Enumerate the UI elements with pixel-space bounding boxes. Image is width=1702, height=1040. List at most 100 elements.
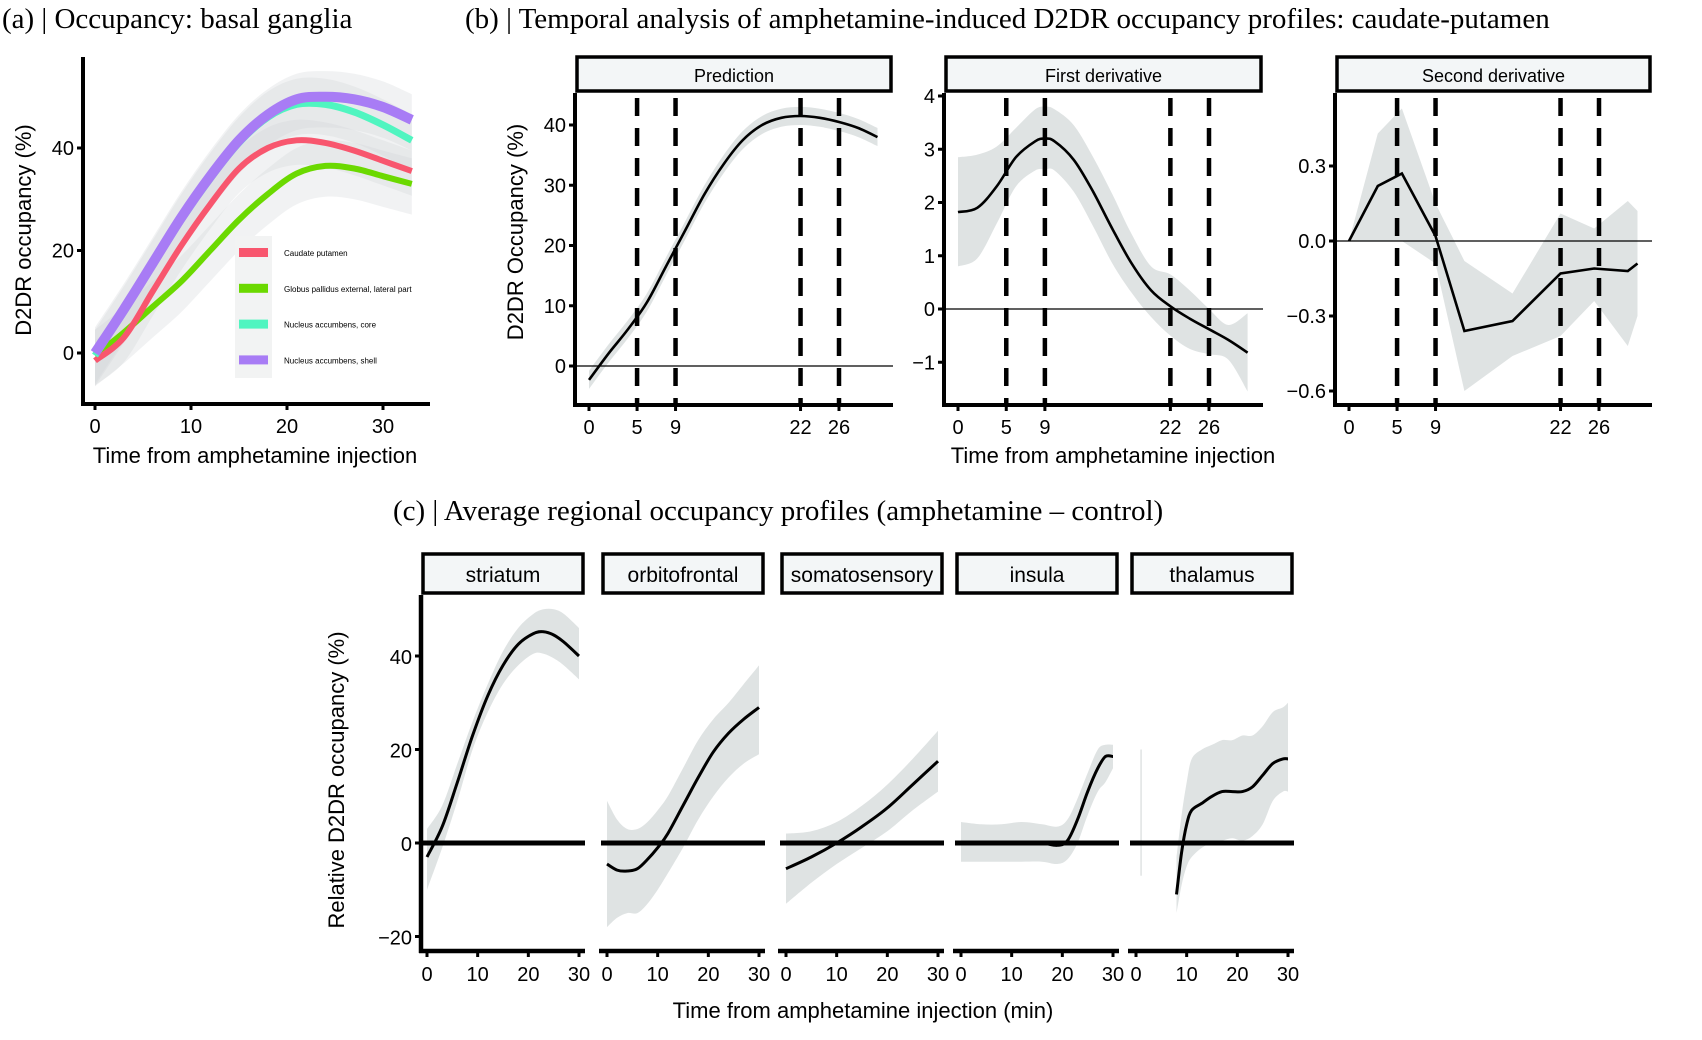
x-tick-label: 10	[467, 964, 489, 986]
y-tick-label: 10	[544, 296, 566, 318]
strip-label: orbitofrontal	[628, 564, 739, 587]
y-tick-label: −1	[912, 352, 935, 374]
facet-orbitofrontal: orbitofrontal 0 10 20 30	[599, 552, 770, 986]
y-tick-label: 20	[52, 241, 74, 263]
ribbon-0	[95, 119, 412, 386]
panel-a-plot-area: 0 20 40 0 10 20 30	[52, 57, 430, 438]
y-tick-label: 20	[390, 741, 412, 763]
panel-c-facets: striatum −20 0 20 40 0 10 20 30 orbitofrontal 0 10 2…	[378, 552, 1299, 986]
facet-insula: insula 0 10 20 30	[953, 552, 1124, 986]
strip-label: Second derivative	[1422, 66, 1565, 86]
legend-label: Nucleus accumbens, shell	[284, 356, 377, 365]
panel-c-regional-profiles: (c) | Average regional occupancy profile…	[324, 495, 1299, 1023]
x-tick-label: 0	[1130, 964, 1141, 986]
strip-background	[944, 55, 1263, 93]
x-tick-label: 10	[826, 964, 848, 986]
facet-thalamus: thalamus 0 10 20 30	[1128, 552, 1299, 986]
x-tick-label: 10	[1001, 964, 1023, 986]
x-tick-label: 26	[828, 417, 850, 439]
panel-b-title: (b) | Temporal analysis of amphetamine-i…	[465, 3, 1550, 35]
estimate-line	[425, 630, 581, 858]
y-tick-label: 0.3	[1298, 156, 1326, 178]
panel-b-facet-prediction: Prediction 0 10 20 30 40 0 5 9 22 26	[544, 55, 893, 439]
x-tick-label: 20	[1051, 964, 1073, 986]
y-tick-label: 3	[924, 139, 935, 161]
x-tick-label: 22	[789, 417, 811, 439]
legend-label: Nucleus accumbens, core	[284, 321, 377, 330]
legend-swatch	[239, 355, 268, 365]
panel-a-x-axis-title: Time from amphetamine injection	[93, 443, 417, 468]
x-tick-label: 0	[421, 964, 432, 986]
x-tick-label: 0	[583, 417, 594, 439]
strip-background	[1335, 55, 1652, 93]
x-tick-label: 26	[1588, 417, 1610, 439]
x-tick-label: 30	[748, 964, 770, 986]
panel-a-title: (a) | Occupancy: basal ganglia	[2, 3, 353, 35]
estimate-line	[961, 754, 1114, 847]
confidence-ribbon	[958, 106, 1248, 392]
y-tick-label: 0	[401, 834, 412, 856]
y-tick-label: 20	[544, 236, 566, 258]
strip-background	[575, 55, 893, 93]
x-tick-label: 9	[670, 417, 681, 439]
x-tick-label: 9	[1039, 417, 1050, 439]
x-tick-label: 30	[568, 964, 590, 986]
legend-label: Caudate putamen	[284, 249, 348, 258]
x-tick-label: 20	[517, 964, 539, 986]
panel-b-facet-second-derivative: Second derivative −0.6 −0.3 0.0 0.3 0 5 9 22 26	[1287, 55, 1652, 439]
y-tick-label: −20	[378, 928, 412, 950]
legend-background	[235, 236, 272, 378]
y-tick-label: −0.3	[1287, 306, 1326, 328]
y-tick-label: 2	[924, 193, 935, 215]
x-tick-label: 22	[1549, 417, 1571, 439]
estimate-line	[606, 706, 760, 873]
confidence-ribbon	[1176, 702, 1288, 914]
y-tick-label: 0	[924, 299, 935, 321]
panel-a-occupancy-basal-ganglia: (a) | Occupancy: basal ganglia 0 20 40 0 10 2…	[2, 3, 430, 468]
facet-somatosensory: somatosensory 0 10 20 30	[778, 552, 949, 986]
legend-swatch	[239, 283, 268, 293]
x-tick-label: 22	[1159, 417, 1181, 439]
strip-label: Prediction	[694, 66, 774, 86]
panel-a-legend: Caudate putamen Globus pallidus external,…	[235, 236, 412, 378]
series-line-0	[93, 137, 413, 364]
panel-b-y-axis-title: D2DR Occupancy (%)	[503, 124, 528, 340]
strip-background	[601, 552, 765, 595]
y-tick-label: 0.0	[1298, 231, 1326, 253]
x-tick-label: 10	[647, 964, 669, 986]
y-tick-label: 40	[52, 138, 74, 160]
stray-ribbon	[1140, 749, 1142, 876]
estimate-line	[785, 760, 940, 871]
x-tick-label: 5	[632, 417, 643, 439]
estimate-line	[957, 137, 1249, 354]
strip-label: insula	[1010, 564, 1065, 587]
panel-a-y-axis-title: D2DR occupancy (%)	[11, 124, 36, 336]
strip-label: thalamus	[1169, 564, 1254, 587]
x-tick-label: 20	[876, 964, 898, 986]
x-tick-label: 26	[1198, 417, 1220, 439]
panel-b-facet-first-derivative: First derivative −1 0 1 2 3 4 0 5 9 22 26	[912, 55, 1263, 439]
x-tick-label: 30	[1102, 964, 1124, 986]
estimate-line	[1347, 171, 1639, 333]
y-tick-label: 40	[544, 115, 566, 137]
panel-c-y-axis-title: Relative D2DR occupancy (%)	[324, 631, 349, 928]
x-tick-label: 0	[955, 964, 966, 986]
x-tick-label: 20	[697, 964, 719, 986]
legend-label: Globus pallidus external, lateral part	[284, 285, 412, 294]
y-tick-label: 0	[63, 343, 74, 365]
panel-c-x-axis-title: Time from amphetamine injection (min)	[673, 998, 1054, 1023]
y-tick-label: −0.6	[1287, 381, 1326, 403]
series-line-3	[90, 91, 414, 356]
panel-c-title: (c) | Average regional occupancy profile…	[393, 495, 1163, 527]
confidence-ribbon	[1349, 108, 1638, 391]
confidence-ribbon	[961, 744, 1113, 865]
strip-label: striatum	[466, 564, 541, 587]
legend-swatch	[239, 248, 268, 257]
x-tick-label: 0	[952, 417, 963, 439]
x-tick-label: 0	[780, 964, 791, 986]
confidence-ribbon	[427, 608, 579, 890]
x-tick-label: 9	[1430, 417, 1441, 439]
y-tick-label: 4	[924, 86, 935, 108]
x-tick-label: 5	[1392, 417, 1403, 439]
